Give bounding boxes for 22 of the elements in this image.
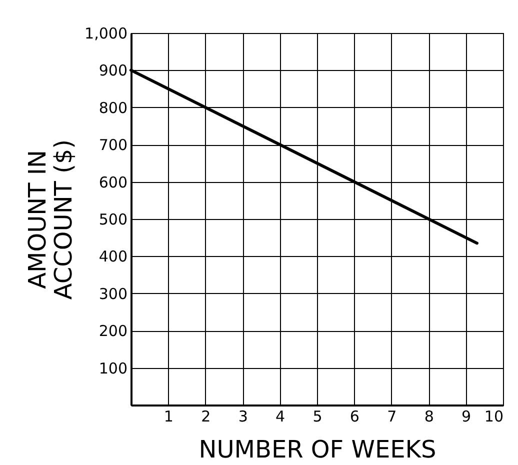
y-tick-label: 300: [98, 284, 128, 303]
y-tick-label: 900: [98, 62, 128, 80]
y-tick-label: 200: [98, 322, 128, 340]
x-tick-label: 10: [484, 408, 504, 426]
x-tick-label: 2: [201, 408, 211, 426]
x-tick-label: 1: [164, 408, 174, 426]
x-axis-title: NUMBER OF WEEKS: [198, 436, 436, 464]
y-axis-title: AMOUNT IN ACCOUNT ($): [24, 139, 78, 300]
x-tick-label: 6: [350, 408, 360, 426]
y-tick-label: 600: [98, 173, 128, 192]
y-tick-label: 800: [98, 98, 128, 117]
y-tick-label: 500: [98, 210, 128, 228]
y-tick-label: 100: [98, 359, 128, 378]
y-tick-label: 1,000: [84, 24, 128, 42]
x-tick-label: 9: [462, 408, 472, 426]
x-tick-label: 4: [276, 408, 286, 426]
x-tick-label: 5: [312, 408, 322, 426]
y-tick-label: 400: [98, 248, 128, 266]
y-tick-label: 700: [98, 136, 128, 154]
x-tick-label: 8: [424, 408, 434, 426]
x-tick-label: 3: [238, 408, 248, 426]
x-tick-label: 7: [387, 408, 397, 426]
